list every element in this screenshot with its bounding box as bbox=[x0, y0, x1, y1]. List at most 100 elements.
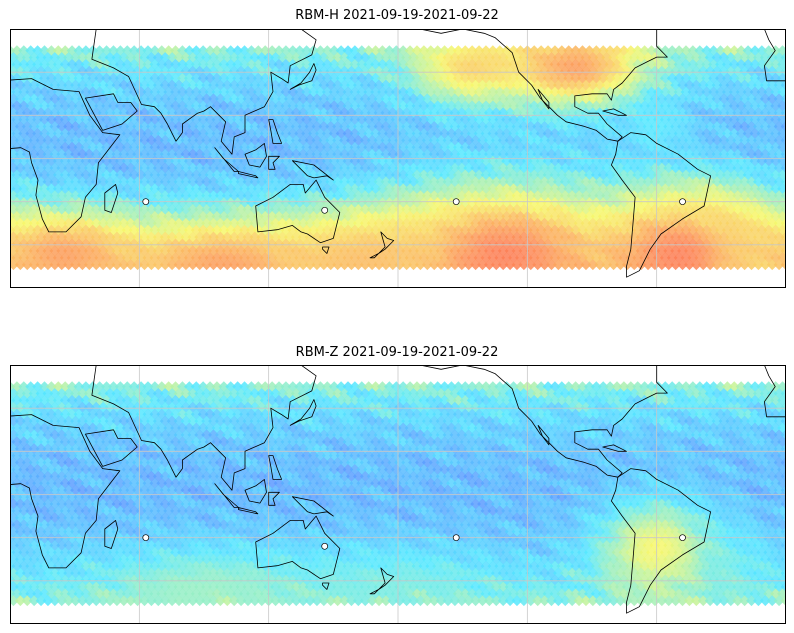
data-cell bbox=[739, 107, 750, 119]
data-cell bbox=[573, 457, 585, 468]
data-cell bbox=[439, 450, 450, 462]
data-cell bbox=[666, 408, 678, 420]
data-cell bbox=[518, 388, 530, 399]
data-cell bbox=[587, 121, 599, 132]
data-cell bbox=[680, 408, 692, 420]
data-cell bbox=[87, 408, 99, 420]
data-cell bbox=[494, 86, 506, 98]
data-cell bbox=[539, 52, 550, 63]
data-cell bbox=[587, 415, 599, 427]
data-cell bbox=[232, 141, 244, 153]
data-cell bbox=[194, 121, 206, 132]
data-cell bbox=[14, 107, 26, 119]
data-cell bbox=[435, 121, 447, 132]
data-cell bbox=[459, 450, 471, 462]
data-cell bbox=[618, 45, 630, 56]
data-cell bbox=[49, 388, 61, 399]
data-cell bbox=[659, 408, 671, 420]
data-cell bbox=[411, 408, 423, 420]
data-cell bbox=[246, 450, 257, 462]
data-cell bbox=[18, 395, 30, 406]
data-cell bbox=[549, 45, 561, 56]
data-cell bbox=[446, 45, 457, 56]
data-cell bbox=[73, 450, 85, 462]
data-cell bbox=[25, 408, 37, 420]
data-cell bbox=[766, 107, 778, 119]
data-cell bbox=[601, 388, 613, 399]
data-cell bbox=[746, 388, 757, 399]
data-cell bbox=[366, 79, 378, 91]
data-cell bbox=[383, 238, 395, 250]
data-cell bbox=[732, 415, 744, 427]
data-cell bbox=[421, 457, 433, 468]
data-cell bbox=[194, 457, 206, 468]
data-cell bbox=[56, 121, 68, 132]
data-cell bbox=[435, 65, 447, 77]
data-cell bbox=[559, 52, 571, 63]
data-cell bbox=[97, 388, 109, 399]
data-cell bbox=[628, 52, 640, 63]
data-cell bbox=[228, 65, 240, 77]
data-cell bbox=[546, 52, 557, 63]
data-cell bbox=[418, 210, 430, 222]
data-cell bbox=[684, 388, 695, 399]
data-cell bbox=[280, 86, 292, 98]
data-cell bbox=[484, 415, 495, 427]
data-cell bbox=[525, 388, 537, 399]
data-cell bbox=[10, 121, 19, 132]
data-cell bbox=[156, 100, 168, 112]
data-cell bbox=[480, 436, 492, 448]
data-cell bbox=[10, 134, 19, 146]
data-cell bbox=[573, 388, 585, 399]
data-cell bbox=[187, 259, 199, 271]
data-cell bbox=[304, 259, 316, 271]
data-cell bbox=[408, 107, 419, 119]
data-cell bbox=[542, 395, 554, 406]
data-cell bbox=[759, 415, 771, 427]
data-cell bbox=[666, 395, 678, 406]
data-cell bbox=[632, 450, 644, 462]
data-cell bbox=[108, 395, 119, 406]
data-cell bbox=[549, 408, 561, 420]
data-cell bbox=[56, 217, 68, 229]
data-cell bbox=[80, 45, 92, 56]
data-cell bbox=[746, 65, 757, 77]
data-cell bbox=[156, 45, 168, 56]
data-cell bbox=[666, 45, 678, 56]
data-cell bbox=[373, 65, 385, 77]
data-cell bbox=[425, 45, 437, 56]
data-cell bbox=[418, 408, 430, 420]
data-cell bbox=[715, 450, 726, 462]
borneo-coastline bbox=[244, 143, 267, 168]
data-cell bbox=[18, 45, 30, 56]
data-cell bbox=[656, 457, 668, 468]
data-cell bbox=[442, 415, 454, 427]
data-cell bbox=[653, 408, 664, 420]
data-cell bbox=[570, 395, 581, 406]
data-cell bbox=[597, 436, 609, 448]
data-cell bbox=[646, 436, 657, 448]
data-cell bbox=[277, 121, 288, 132]
data-cell bbox=[690, 121, 702, 132]
data-cell bbox=[456, 259, 468, 271]
data-cell bbox=[39, 408, 50, 420]
data-cell bbox=[632, 45, 644, 56]
data-cell bbox=[466, 395, 478, 406]
data-cell bbox=[249, 148, 261, 160]
data-cell bbox=[628, 415, 640, 427]
data-cell bbox=[528, 408, 540, 420]
data-cell bbox=[380, 457, 392, 468]
data-cell bbox=[546, 65, 557, 77]
data-cell bbox=[173, 134, 185, 146]
data-cell bbox=[194, 65, 206, 77]
data-cell bbox=[759, 52, 771, 63]
data-cell bbox=[397, 86, 409, 98]
data-cell bbox=[10, 245, 19, 257]
data-cell bbox=[118, 107, 130, 119]
data-cell bbox=[383, 381, 395, 392]
data-cell bbox=[104, 65, 116, 77]
data-cell bbox=[90, 415, 102, 427]
data-cell bbox=[608, 121, 619, 132]
island-marker bbox=[679, 198, 686, 206]
data-cell bbox=[346, 121, 357, 132]
